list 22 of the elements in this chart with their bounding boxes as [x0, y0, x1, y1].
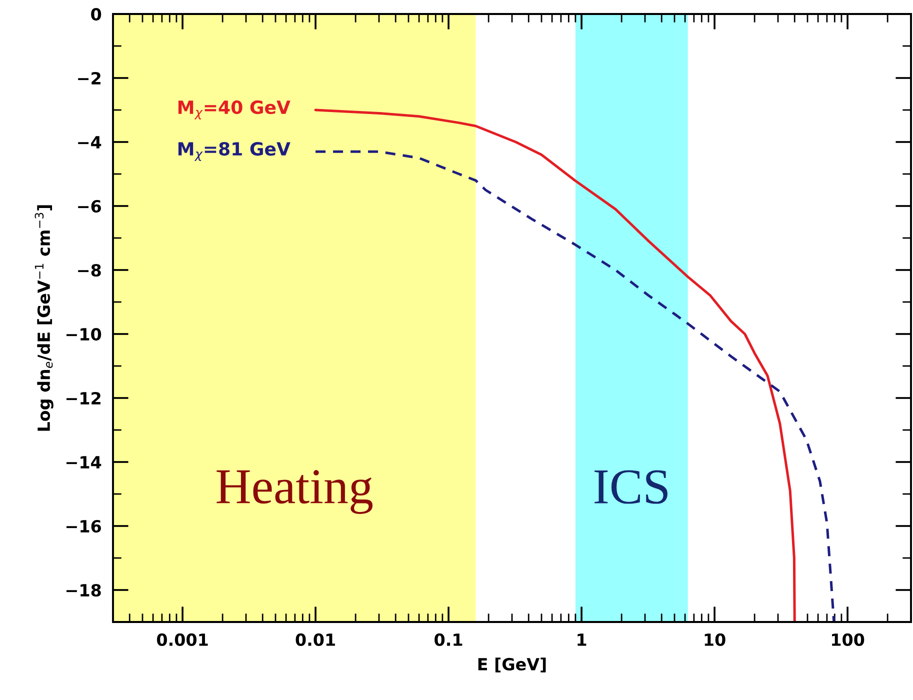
y-axis-title: Log dn$_{e}$/dE [GeV$^{−1}$ cm$^{−3}$]	[34, 205, 54, 431]
y-tick-label: −16	[66, 520, 101, 533]
y-tick-label: 0	[91, 8, 102, 21]
y-tick-label: −18	[66, 584, 101, 597]
x-tick-label: 100	[832, 633, 864, 646]
y-tick-label: −4	[78, 136, 102, 148]
y-tick-label: −6	[78, 200, 101, 213]
x-tick-label: 10	[704, 633, 726, 646]
series-label: M$_{χ}$=40 GeV	[178, 100, 290, 120]
band-label: Heating	[216, 470, 373, 514]
y-tick-label: −8	[78, 264, 101, 277]
series-label: M$_{χ}$=81 GeV	[178, 142, 290, 162]
x-tick-label: 1	[578, 634, 586, 646]
x-tick-label: 0.1	[434, 633, 462, 646]
x-axis-title: E [GeV]	[478, 658, 546, 672]
band-label: ICS	[594, 470, 668, 504]
y-tick-label: −12	[66, 392, 100, 404]
y-tick-label: −14	[66, 456, 102, 468]
x-tick-label: 0.001	[156, 633, 208, 646]
y-tick-label: −10	[66, 328, 102, 341]
y-tick-label: −2	[78, 72, 100, 84]
x-tick-label: 0.01	[296, 633, 335, 646]
